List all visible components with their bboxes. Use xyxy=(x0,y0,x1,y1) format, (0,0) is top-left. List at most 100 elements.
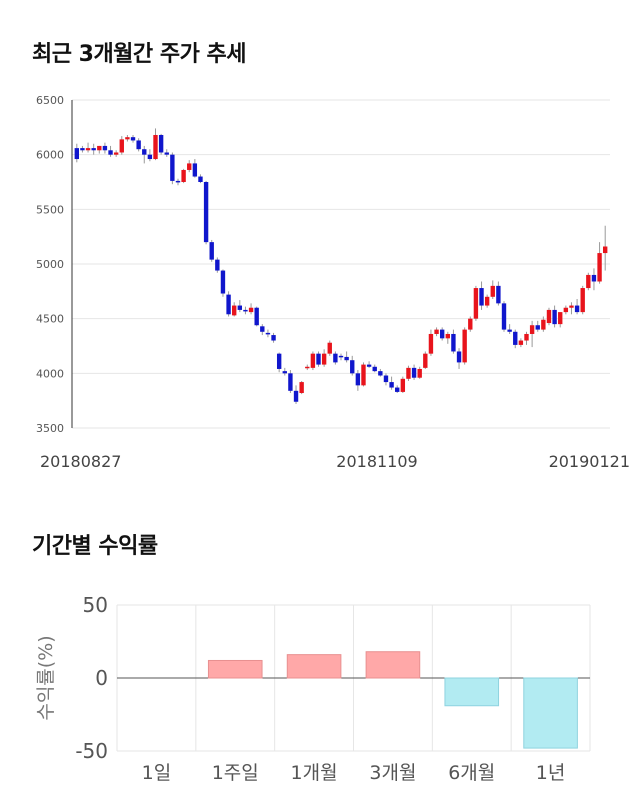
return-bar xyxy=(365,651,421,679)
candle-body xyxy=(428,333,434,354)
candle-body xyxy=(305,366,310,369)
candle xyxy=(254,306,259,327)
candle-body xyxy=(569,305,574,308)
candle xyxy=(411,364,417,380)
candle xyxy=(74,143,80,163)
x-tick-label: 1일 xyxy=(142,762,172,784)
candle-body xyxy=(417,368,422,378)
x-tick-label: 1주일 xyxy=(212,762,259,784)
candle xyxy=(113,150,119,157)
return-title: 기간별 수익률 xyxy=(32,534,158,559)
price-y-axis: 3500 4000 4500 5000 5500 6000 6500 xyxy=(36,94,64,435)
candle xyxy=(338,353,344,361)
candle-body xyxy=(518,340,524,345)
candle-body xyxy=(406,367,411,379)
candle xyxy=(597,242,602,284)
y-tick-label: 3500 xyxy=(36,422,64,435)
candle-body xyxy=(232,305,237,316)
candle xyxy=(310,351,316,371)
candle-body xyxy=(288,373,293,391)
candle xyxy=(147,149,153,162)
x-tick-label: 20180827 xyxy=(40,452,121,471)
candle xyxy=(232,302,237,317)
candle-body xyxy=(513,331,518,345)
x-tick-label: 20181109 xyxy=(336,452,417,471)
candle xyxy=(541,316,546,332)
y-tick-label: 0 xyxy=(95,666,108,690)
candle xyxy=(226,291,231,317)
candle xyxy=(327,340,332,356)
candle xyxy=(192,159,198,178)
y-tick-label: -50 xyxy=(75,739,108,763)
price-candles xyxy=(74,128,608,404)
candle xyxy=(406,365,411,381)
price-x-axis: 20180827 20181109 20190121 xyxy=(40,452,630,471)
candle xyxy=(569,302,574,315)
candle-body xyxy=(293,390,299,402)
candle-body xyxy=(344,356,349,361)
candle xyxy=(276,352,282,373)
candle-body xyxy=(130,137,136,141)
candle xyxy=(215,257,220,273)
candle-body xyxy=(327,342,332,354)
candle-body xyxy=(260,326,265,332)
candle-body xyxy=(108,150,113,155)
candle-body xyxy=(198,176,203,182)
candle xyxy=(237,300,243,313)
candle-body xyxy=(310,353,316,368)
return-x-axis: 1일 1주일 1개월 3개월 6개월 1년 xyxy=(142,762,566,784)
candle-body xyxy=(321,353,327,365)
candle-body xyxy=(602,246,608,254)
candle xyxy=(389,376,394,390)
candle xyxy=(484,294,490,308)
return-bars xyxy=(207,651,578,749)
candle-body xyxy=(350,360,355,374)
candle xyxy=(546,307,552,326)
candle-body xyxy=(271,335,276,341)
candle xyxy=(119,136,124,155)
candle-body xyxy=(125,137,130,140)
candle xyxy=(209,239,214,262)
candle-body xyxy=(383,375,389,383)
candle-body xyxy=(479,288,484,306)
candle-body xyxy=(552,309,557,325)
candle-body xyxy=(113,152,119,155)
candle-body xyxy=(91,148,96,151)
candle xyxy=(91,143,96,155)
candle-body xyxy=(153,134,158,160)
candle xyxy=(602,225,608,271)
candle-body xyxy=(361,364,366,386)
x-tick-label: 3개월 xyxy=(369,762,416,784)
candle-body xyxy=(490,285,495,297)
return-y-axis-label: 수익률(%) xyxy=(35,635,57,720)
candle-body xyxy=(226,294,231,315)
candle-body xyxy=(276,353,282,369)
candle xyxy=(563,305,569,315)
candle-body xyxy=(507,329,512,332)
candle xyxy=(552,305,557,328)
candle-body xyxy=(136,140,141,150)
candle xyxy=(288,370,293,394)
candle xyxy=(580,285,585,315)
return-bar xyxy=(286,654,342,679)
y-tick-label: 6500 xyxy=(36,94,64,107)
candle-body xyxy=(524,333,529,341)
candle xyxy=(535,320,540,332)
x-tick-label: 1개월 xyxy=(291,762,338,784)
candle-body xyxy=(574,305,580,313)
candle xyxy=(321,349,327,367)
return-y-axis: -50 0 50 xyxy=(75,593,108,763)
candle-body xyxy=(209,242,214,260)
candle-body xyxy=(378,371,383,376)
candle xyxy=(445,331,450,344)
candle xyxy=(265,329,271,338)
return-grid xyxy=(116,604,591,752)
return-bar xyxy=(523,677,578,749)
candle-body xyxy=(237,305,243,310)
candle xyxy=(428,329,434,356)
candle-body xyxy=(80,148,85,151)
candle xyxy=(125,134,130,142)
candle xyxy=(316,351,321,367)
y-tick-label: 5500 xyxy=(36,203,64,216)
